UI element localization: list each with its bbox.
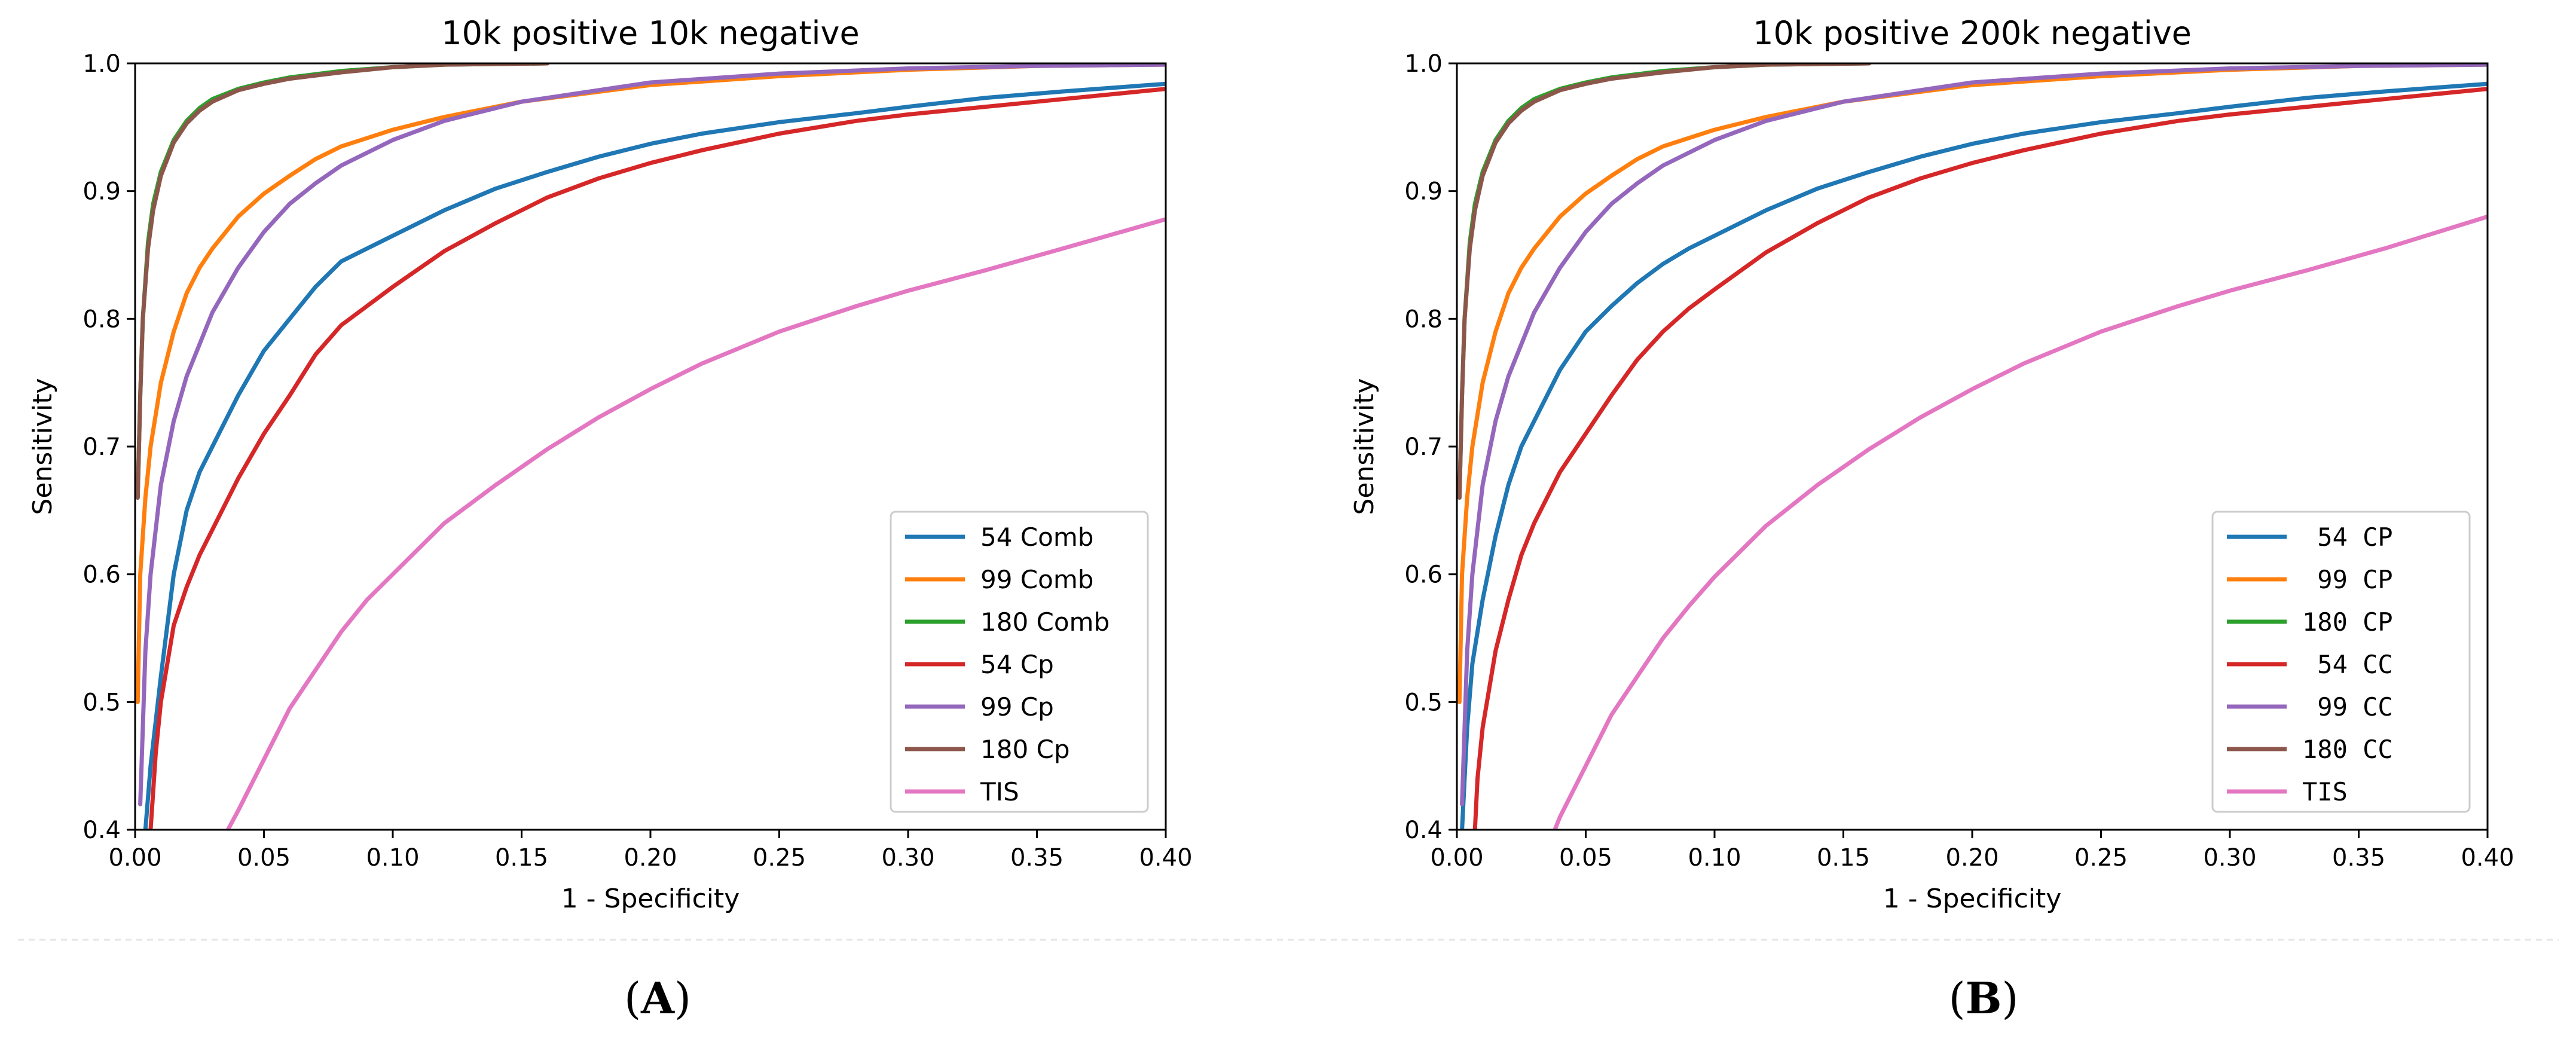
y-tick-label: 0.5: [1404, 689, 1443, 716]
series-line-99-cp: [138, 63, 1166, 806]
y-tick-label: 1.0: [1404, 50, 1443, 78]
legend-label-180-cp: 180 CP: [2302, 607, 2393, 637]
series-line-99-comb: [135, 63, 1166, 704]
x-tick-label: 0.30: [881, 844, 934, 872]
series-line-54-cp: [1460, 81, 2488, 830]
x-tick-label: 0.00: [1430, 844, 1483, 872]
y-axis-label: Sensitivity: [1349, 378, 1380, 515]
y-tick-label: 0.9: [1404, 178, 1443, 206]
y-axis-label: Sensitivity: [27, 378, 58, 515]
series-line-180-cc: [1457, 63, 1872, 500]
x-tick-label: 0.05: [237, 844, 291, 872]
legend-label-180-cp: 180 Cp: [980, 735, 1070, 764]
legend-label-54-comb: 54 Comb: [980, 522, 1093, 552]
legend-label-99-comb: 99 Comb: [980, 565, 1093, 594]
plot-frame: [134, 62, 1167, 831]
x-tick-label: 0.10: [366, 844, 419, 872]
y-tick-label: 0.6: [82, 561, 121, 589]
series-line-99-cp: [1457, 63, 2488, 704]
series-line-54-comb: [143, 81, 1166, 830]
y-tick-label: 0.6: [1404, 561, 1443, 589]
x-tick-label: 0.05: [1559, 844, 1612, 872]
series-lines: [135, 63, 1166, 830]
x-axis-label: 1 - Specificity: [1883, 884, 2062, 914]
series-line-54-cp: [148, 87, 1166, 830]
series-lines: [1457, 63, 2488, 830]
panel-a: 10k positive 10k negative 0.00 0.05 0.10 0.1…: [27, 14, 1193, 914]
chart-title: 10k positive 10k negative: [441, 14, 859, 52]
x-tick-label: 0.20: [1945, 844, 1999, 872]
x-tick-label: 0.40: [2461, 844, 2514, 872]
panel-label-b: (B): [1948, 973, 2018, 1023]
series-line-180-cp: [135, 63, 550, 500]
y-tick-label: 0.5: [82, 689, 121, 716]
y-tick-label: 0.4: [82, 817, 121, 844]
legend: 54 CP 99 CP 180 CP 54 CC 99 CC 180 CC TIS: [2211, 511, 2471, 813]
legend-label-54-cc: 54 CC: [2302, 650, 2393, 679]
legend: 54 Comb 99 Comb 180 Comb 54 Cp 99 Cp 180 Cp TI…: [890, 511, 1149, 813]
x-tick-label: 0.25: [2074, 844, 2128, 872]
legend-label-180-comb: 180 Comb: [980, 607, 1110, 637]
y-tick-label: 0.7: [82, 433, 121, 461]
series-line-tis: [1553, 214, 2488, 830]
x-tick-label: 0.15: [1817, 844, 1870, 872]
legend-label-54-cp: 54 CP: [2302, 522, 2393, 552]
legend-box: [2211, 511, 2471, 813]
x-tick-label: 0.35: [2332, 844, 2385, 872]
legend-label-99-cp: 99 Cp: [980, 692, 1054, 722]
legend-label-180-cc: 180 CC: [2302, 735, 2393, 764]
legend-label-99-cc: 99 CC: [2302, 692, 2393, 722]
panel-label-a: (A): [624, 973, 691, 1023]
x-tick-label: 0.00: [108, 844, 161, 872]
x-tick-label: 0.30: [2203, 844, 2256, 872]
y-tick-label: 0.7: [1404, 433, 1443, 461]
x-tick-label: 0.10: [1688, 844, 1741, 872]
panel-b: 10k positive 200k negative 0.00 0.05 0.10 0.…: [1349, 14, 2514, 914]
x-tick-label: 0.20: [624, 844, 677, 872]
x-tick-label: 0.25: [753, 844, 806, 872]
legend-box: [890, 511, 1149, 813]
legend-label-tis: TIS: [2302, 777, 2348, 806]
x-axis-label: 1 - Specificity: [561, 884, 740, 914]
y-tick-label: 0.9: [82, 178, 121, 206]
series-line-tis: [225, 217, 1166, 830]
plot-frame: [1456, 62, 2489, 831]
y-tick-label: 0.4: [1404, 817, 1443, 844]
legend-label-99-cp: 99 CP: [2302, 565, 2393, 594]
x-tick-label: 0.35: [1010, 844, 1064, 872]
y-tick-label: 0.8: [1404, 305, 1443, 333]
x-tick-label: 0.15: [495, 844, 548, 872]
legend-label-54-cp: 54 Cp: [980, 650, 1054, 679]
series-line-99-cc: [1460, 63, 2488, 806]
series-line-54-cc: [1472, 87, 2488, 830]
legend-label-tis: TIS: [980, 777, 1019, 806]
x-tick-label: 0.40: [1139, 844, 1192, 872]
chart-title: 10k positive 200k negative: [1753, 14, 2192, 52]
y-tick-label: 1.0: [82, 50, 121, 78]
y-tick-label: 0.8: [82, 305, 121, 333]
